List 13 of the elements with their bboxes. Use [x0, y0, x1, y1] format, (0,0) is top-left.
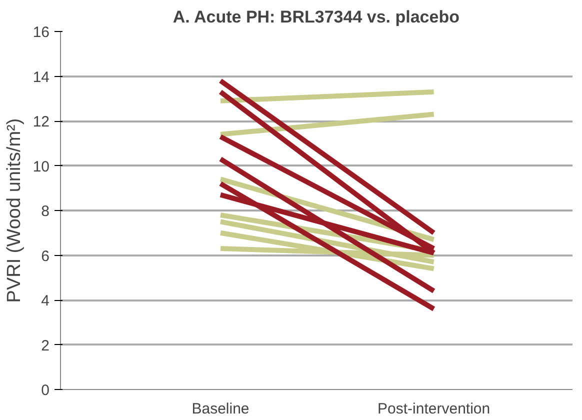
y-tick-label: 4: [41, 292, 50, 310]
x-tick-label: Post-intervention: [378, 400, 490, 418]
y-tick-label: 2: [41, 337, 50, 354]
y-tick-label: 14: [32, 68, 50, 86]
x-tick-label: Baseline: [192, 400, 250, 418]
y-tick-label: 8: [41, 203, 50, 220]
y-tick-label: 6: [41, 248, 50, 265]
y-tick-label: 16: [32, 24, 50, 41]
y-tick-label: 10: [32, 158, 50, 176]
chart-title: A. Acute PH: BRL37344 vs. placebo: [172, 8, 460, 26]
y-axis-title: PVRI (Wood units/m²): [4, 118, 25, 303]
y-tick-label: 12: [32, 114, 50, 130]
y-tick-label: 0: [41, 382, 50, 399]
